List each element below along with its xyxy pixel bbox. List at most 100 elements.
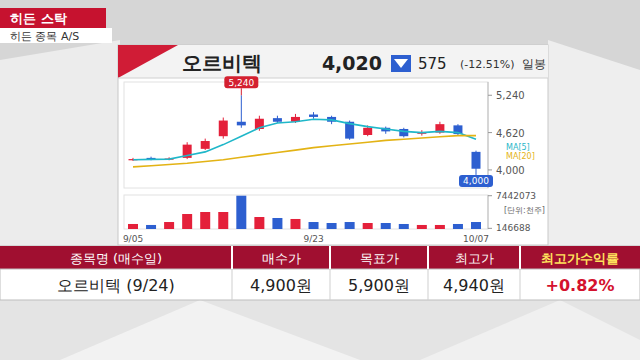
candle-body xyxy=(201,141,210,149)
table-sep xyxy=(428,269,429,300)
candle-body xyxy=(399,129,408,136)
change-pct: (-12.51%) xyxy=(460,58,515,71)
volume-bar xyxy=(381,223,391,229)
callout-box xyxy=(459,175,493,187)
banner-title: 히든 스탁 xyxy=(10,11,67,26)
table-cell: 5,900원 xyxy=(348,276,410,295)
deco xyxy=(0,40,120,245)
y-tick xyxy=(488,169,492,170)
y2-axis xyxy=(488,195,489,229)
banner-subtitle: 히든 종목 A/S xyxy=(10,30,79,43)
volume-bar xyxy=(290,219,300,229)
volume-bar xyxy=(146,225,156,229)
candle-body xyxy=(219,121,228,137)
canvas: 히든 스탁히든 종목 A/S 오르비텍 4,020 575 (-12.51%) 일봉 4,0… xyxy=(0,0,640,360)
candle-body xyxy=(363,128,372,135)
volume-bar xyxy=(453,224,463,229)
callout-connector xyxy=(241,88,242,95)
ma-line xyxy=(133,136,476,167)
table-cell: 4,940원 xyxy=(443,276,505,295)
x-tick-label: 9/05 xyxy=(123,234,143,244)
volume-bar xyxy=(399,224,409,229)
callout-text: 5,240 xyxy=(228,78,254,88)
y-tick xyxy=(488,95,492,96)
table-cell: 4,900원 xyxy=(250,276,312,295)
panel xyxy=(118,45,548,245)
volume-bar xyxy=(128,224,138,229)
y2-label: [단위:천주] xyxy=(504,206,545,215)
volume-bar xyxy=(272,218,282,229)
volume-bar xyxy=(309,222,319,229)
callout-text: 4,000 xyxy=(463,176,489,186)
table-sep xyxy=(330,269,331,300)
candle-body xyxy=(472,152,481,169)
candle-body xyxy=(309,115,318,117)
table-header: 목표가 xyxy=(360,251,399,266)
plot-frame xyxy=(124,82,488,188)
y-tick-label: 4,000 xyxy=(496,165,525,176)
y2-tick xyxy=(488,228,492,229)
y-tick-label: 4,620 xyxy=(496,128,525,139)
deco xyxy=(0,300,640,360)
ma-line xyxy=(133,119,476,159)
legend-entry: MA[5] xyxy=(506,143,530,152)
volume-bar xyxy=(327,223,337,229)
x-tick-label: 9/23 xyxy=(303,234,323,244)
table-cell: +0.82% xyxy=(546,276,615,295)
table-header: 종목명 (매수일) xyxy=(70,251,162,266)
volume-bar xyxy=(182,214,192,229)
volume-bar xyxy=(471,222,481,229)
table-header-bg xyxy=(0,246,640,269)
change: 575 xyxy=(418,55,447,73)
candle-body xyxy=(273,118,282,122)
y-tick xyxy=(488,132,492,133)
y-axis xyxy=(488,82,489,188)
deco xyxy=(420,300,640,360)
y2-tick xyxy=(488,195,492,196)
volume-bar xyxy=(417,225,427,229)
volume-frame xyxy=(124,195,488,229)
volume-bar xyxy=(345,222,355,229)
header-deco xyxy=(118,45,178,78)
callout-box xyxy=(224,76,258,88)
price: 4,020 xyxy=(322,52,382,74)
volume-marks xyxy=(128,196,481,229)
callout-connector xyxy=(476,170,477,175)
volume-bar xyxy=(363,223,373,229)
volume-bar xyxy=(435,225,445,229)
table-sep xyxy=(231,246,233,269)
period: 일봉 xyxy=(522,57,546,71)
banner-title-bg xyxy=(0,8,106,28)
legend-entry: MA[20] xyxy=(506,152,535,161)
volume-bar xyxy=(236,196,246,229)
y2-tick-label: 7442073 xyxy=(496,191,536,201)
volume-bar xyxy=(218,212,228,229)
down-arrow xyxy=(394,59,408,68)
table-sep xyxy=(519,246,521,269)
chart-title: 오르비텍 xyxy=(182,51,262,75)
volume-bar xyxy=(200,212,210,229)
candle-body xyxy=(237,122,246,126)
down-badge xyxy=(391,55,411,72)
x-tick-label: 10/07 xyxy=(463,234,489,244)
table-sep xyxy=(329,246,331,269)
volume-bar xyxy=(164,222,174,229)
deco xyxy=(548,40,640,245)
table-sep xyxy=(232,269,233,300)
table-cell: 오르비텍 (9/24) xyxy=(57,276,175,295)
banner-subtitle-bg xyxy=(0,28,112,43)
background xyxy=(0,0,640,360)
header-bg xyxy=(118,45,548,78)
table-header: 최고가 xyxy=(455,251,494,266)
volume-bar xyxy=(254,217,264,229)
header-rule xyxy=(118,78,548,79)
table-sep xyxy=(520,269,521,300)
y-tick-label: 5,240 xyxy=(496,90,525,101)
deco xyxy=(60,300,360,360)
table-row-bg xyxy=(0,269,640,300)
table-header: 최고가수익률 xyxy=(541,251,619,266)
y2-tick-label: 146688 xyxy=(496,223,531,233)
table-header: 매수가 xyxy=(262,251,301,266)
price-marks xyxy=(129,95,481,170)
table-sep xyxy=(427,246,429,269)
